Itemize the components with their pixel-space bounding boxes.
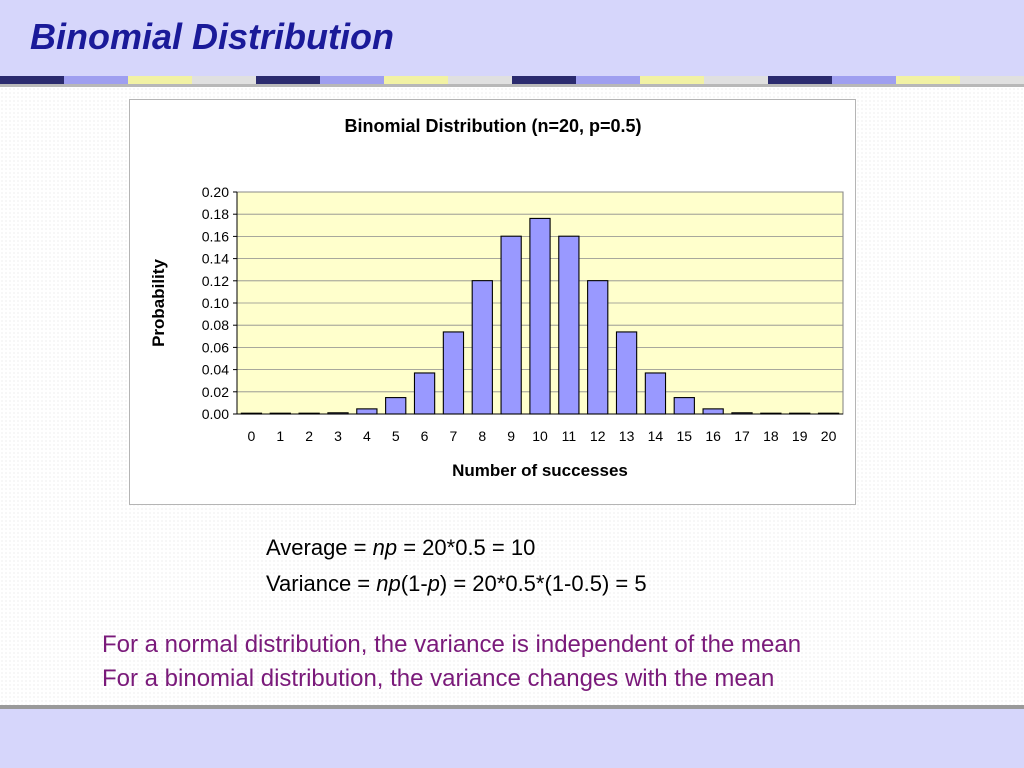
x-tick-label: 0 (248, 428, 256, 444)
x-tick-label: 8 (478, 428, 486, 444)
x-tick-label: 3 (334, 428, 342, 444)
bar (385, 397, 407, 415)
x-tick-label: 10 (532, 428, 548, 444)
variance-mid: (1- (400, 571, 428, 596)
bar (644, 372, 667, 415)
average-variable: np (372, 535, 398, 560)
y-tick-label: 0.12 (202, 273, 229, 289)
footer-band (0, 709, 1024, 768)
footer-shadow (0, 705, 1024, 709)
bar (587, 280, 609, 415)
notes-block: For a normal distribution, the variance … (102, 628, 801, 696)
variance-variable-np: np (376, 571, 401, 596)
x-tick-label: 1 (276, 428, 284, 444)
x-tick-label: 15 (676, 428, 692, 444)
bar (529, 217, 551, 415)
y-tick-label: 0.10 (202, 295, 229, 311)
x-tick-label: 18 (763, 428, 779, 444)
header-band (0, 0, 1024, 76)
note-binomial: For a binomial distribution, the varianc… (102, 665, 775, 692)
y-tick-label: 0.20 (202, 184, 229, 200)
variance-suffix: ) = 20*0.5*(1-0.5) = 5 (439, 571, 647, 596)
bar (673, 397, 695, 415)
average-suffix: = 20*0.5 = 10 (397, 535, 536, 560)
average-prefix: Average = (266, 535, 373, 560)
x-tick-label: 16 (705, 428, 721, 444)
bar (356, 408, 378, 415)
y-axis-label: Probability (149, 259, 168, 347)
bar (471, 280, 493, 415)
x-tick-label: 6 (421, 428, 429, 444)
x-tick-label: 17 (734, 428, 750, 444)
y-tick-label: 0.14 (202, 251, 229, 267)
binomial-bar-chart: 0.00 0.02 0.04 0.06 0.08 0.10 0.12 0.14 0.16 0.18… (149, 116, 844, 480)
note-normal: For a normal distribution, the variance … (102, 631, 802, 658)
slide-title: Binomial Distribution (30, 16, 394, 57)
x-tick-label: 5 (392, 428, 400, 444)
x-axis-label: Number of successes (452, 461, 628, 480)
chart-title: Binomial Distribution (n=20, p=0.5) (344, 116, 641, 136)
x-tick-label: 11 (562, 428, 577, 444)
bar (500, 235, 522, 415)
x-tick-label: 14 (648, 428, 664, 444)
y-tick-label: 0.16 (202, 228, 229, 244)
y-tick-label: 0.18 (202, 206, 229, 222)
y-tick-label: 0.02 (202, 384, 229, 400)
bar (442, 331, 465, 415)
variance-variable-p: p (427, 571, 440, 596)
bar (413, 372, 436, 415)
bar (702, 408, 724, 415)
y-tick-label: 0.08 (202, 317, 229, 333)
average-line: Average = np = 20*0.5 = 10 (266, 530, 647, 566)
x-tick-label: 4 (363, 428, 371, 444)
x-tick-label: 12 (590, 428, 606, 444)
y-tick-label: 0.04 (202, 362, 229, 378)
x-tick-label: 7 (450, 428, 458, 444)
y-tick-label: 0.06 (202, 339, 229, 355)
y-tick-label: 0.00 (202, 406, 229, 422)
x-tick-label: 19 (792, 428, 808, 444)
bar (615, 331, 638, 415)
stats-block: Average = np = 20*0.5 = 10 Variance = np… (266, 530, 647, 602)
bar (558, 235, 580, 415)
stripe-shadow (0, 84, 1024, 87)
x-tick-label: 20 (821, 428, 837, 444)
x-tick-label: 9 (507, 428, 515, 444)
x-tick-label: 2 (305, 428, 313, 444)
variance-prefix: Variance = (266, 571, 377, 596)
x-tick-label: 13 (619, 428, 635, 444)
variance-line: Variance = np(1-p) = 20*0.5*(1-0.5) = 5 (266, 566, 647, 602)
decorative-stripe (0, 76, 1024, 84)
